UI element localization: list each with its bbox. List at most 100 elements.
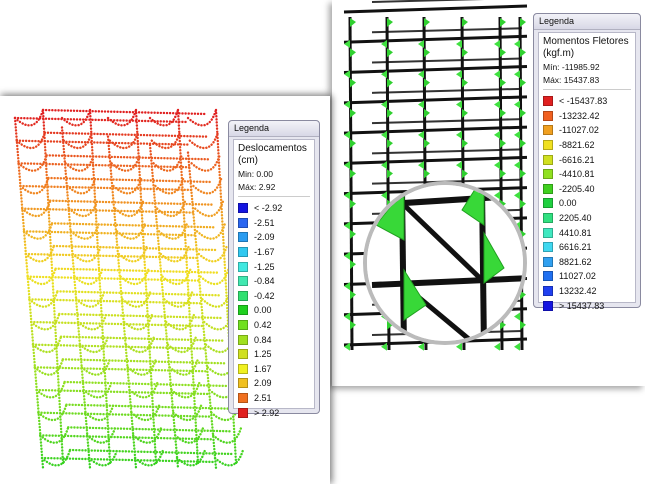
beam-curve xyxy=(152,154,183,172)
legend-label: < -2.92 xyxy=(254,203,283,214)
beam-curve xyxy=(213,448,245,467)
legend-title: Legenda xyxy=(229,121,319,137)
moment-diagram xyxy=(462,18,468,27)
moment-diagram xyxy=(500,320,506,330)
beam-curve xyxy=(154,176,185,195)
color-swatch xyxy=(238,247,248,258)
color-swatch xyxy=(238,290,248,301)
legend-label: < -15437.83 xyxy=(559,96,608,107)
moment-diagram xyxy=(456,130,462,139)
beam-curve xyxy=(77,312,108,331)
moment-diagram xyxy=(418,100,424,109)
color-swatch xyxy=(543,125,553,136)
moment-diagram xyxy=(387,18,393,27)
moment-diagram xyxy=(381,40,387,48)
legend-entry: -8821.62 xyxy=(543,138,631,153)
beam-curve xyxy=(194,199,225,218)
beam-curve xyxy=(161,267,192,286)
beam xyxy=(371,148,523,155)
legend-label: > 15437.83 xyxy=(559,300,605,311)
beam xyxy=(24,252,201,260)
beam xyxy=(43,131,210,138)
moment-diagram xyxy=(387,320,393,330)
moment-diagram xyxy=(520,78,526,88)
legend-entry: -1.67 xyxy=(238,245,310,260)
beam-curve xyxy=(159,244,190,263)
moment-diagram xyxy=(456,161,462,170)
moment-diagram xyxy=(514,191,520,200)
column xyxy=(518,16,524,351)
legend-label: -8821.62 xyxy=(559,140,595,151)
moment-diagram xyxy=(344,40,350,48)
color-swatch xyxy=(238,276,248,287)
moment-diagram xyxy=(350,139,356,149)
color-swatch xyxy=(543,96,553,107)
legend-label: -0.84 xyxy=(254,276,275,287)
moment-diagram xyxy=(456,40,462,48)
beam-curve xyxy=(22,222,54,240)
legend-entry: -2.09 xyxy=(238,230,310,245)
color-swatch xyxy=(543,154,553,165)
beam xyxy=(371,118,523,125)
beam-curve xyxy=(132,426,163,444)
frame-view xyxy=(13,108,245,470)
column xyxy=(41,108,65,465)
color-swatch xyxy=(543,227,553,238)
color-swatch xyxy=(543,183,553,194)
beam-curve xyxy=(212,426,243,444)
beam xyxy=(35,388,211,396)
beam xyxy=(371,87,523,94)
beam xyxy=(59,335,226,342)
beam xyxy=(63,380,229,388)
beam xyxy=(39,434,215,441)
moment-diagram xyxy=(514,161,520,170)
beam xyxy=(15,139,192,146)
legend-entry: 2205.40 xyxy=(543,211,631,226)
beam-curve xyxy=(186,108,218,127)
color-swatch xyxy=(543,169,553,180)
color-swatch xyxy=(543,300,553,311)
beam-curve xyxy=(133,448,165,467)
moment-diagram xyxy=(381,130,387,139)
moment-diagram xyxy=(462,78,468,88)
moment-diagram xyxy=(344,282,350,291)
legend-label: -2.09 xyxy=(254,232,275,243)
legend-label: 2205.40 xyxy=(559,213,592,224)
moment-diagram xyxy=(344,312,350,321)
beam-curve xyxy=(69,222,101,240)
legend-entry: -11027.02 xyxy=(543,123,631,138)
color-swatch xyxy=(238,349,248,360)
beam xyxy=(58,312,224,320)
color-swatch xyxy=(238,305,248,316)
beam xyxy=(371,275,523,288)
beam-curve xyxy=(30,312,61,331)
beam xyxy=(30,320,206,328)
beam xyxy=(65,403,231,410)
color-swatch xyxy=(543,110,553,121)
beam-curve xyxy=(26,267,57,286)
moment-diagram xyxy=(387,169,393,179)
color-swatch xyxy=(238,363,248,374)
legend-entry: 0.42 xyxy=(238,318,310,333)
legend-label: -0.42 xyxy=(254,290,275,301)
color-swatch xyxy=(238,232,248,243)
color-swatch xyxy=(238,320,248,331)
color-swatch xyxy=(238,203,248,214)
beam-curve xyxy=(62,131,93,150)
beam-curve xyxy=(68,199,99,218)
moment-diagram xyxy=(350,48,356,58)
moment-diagram xyxy=(344,251,350,260)
beam-curve xyxy=(82,380,113,399)
moment-diagram xyxy=(520,48,526,58)
moment-diagram xyxy=(344,100,350,109)
legend-entry: 0.00 xyxy=(238,303,310,318)
beam xyxy=(40,456,217,464)
moment-diagram xyxy=(344,191,350,200)
color-swatch xyxy=(238,217,248,228)
column xyxy=(60,126,92,470)
moment-diagram xyxy=(418,342,424,351)
legend-label: -11027.02 xyxy=(559,125,599,136)
legend-entry: -0.84 xyxy=(238,274,310,289)
moment-diagram xyxy=(520,18,526,27)
color-swatch xyxy=(543,286,553,297)
